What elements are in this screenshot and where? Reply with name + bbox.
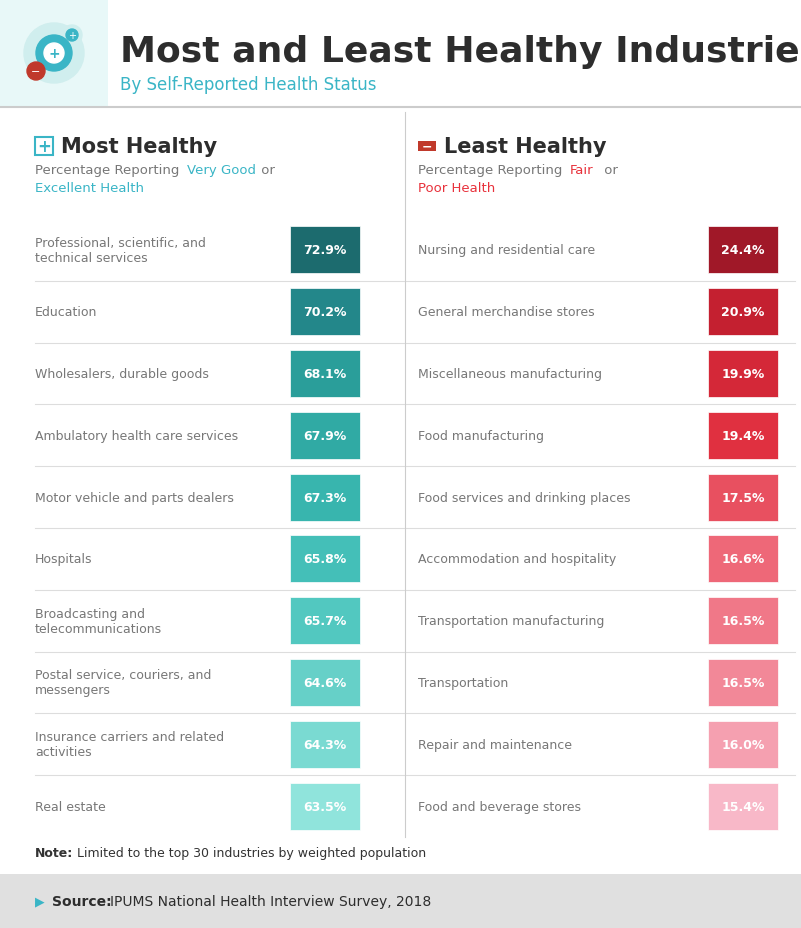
Text: or: or [257, 163, 275, 176]
Text: −: − [422, 140, 433, 153]
Bar [418, 142, 436, 152]
Text: Most and Least Healthy Industries: Most and Least Healthy Industries [120, 35, 801, 69]
Bar [708, 721, 778, 768]
Text: 16.5%: 16.5% [722, 677, 765, 690]
Text: 67.3%: 67.3% [304, 491, 347, 504]
Text: ▶: ▶ [35, 895, 45, 908]
Text: 16.6%: 16.6% [722, 553, 765, 566]
Text: 64.6%: 64.6% [304, 677, 347, 690]
Text: IPUMS National Health Interview Survey, 2018: IPUMS National Health Interview Survey, … [110, 894, 431, 908]
Text: General merchandise stores: General merchandise stores [418, 306, 594, 319]
Text: +: + [68, 31, 76, 41]
Bar [708, 289, 778, 336]
Text: Note:: Note: [35, 846, 73, 859]
Text: Poor Health: Poor Health [418, 181, 495, 194]
Text: 65.7%: 65.7% [304, 614, 347, 627]
Text: Insurance carriers and related
activities: Insurance carriers and related activitie… [35, 730, 224, 758]
Text: Miscellaneous manufacturing: Miscellaneous manufacturing [418, 367, 602, 380]
Text: −: − [31, 67, 41, 77]
Text: Accommodation and hospitality: Accommodation and hospitality [418, 553, 616, 566]
Text: By Self-Reported Health Status: By Self-Reported Health Status [120, 76, 376, 94]
Text: 64.3%: 64.3% [304, 738, 347, 751]
Bar [290, 227, 360, 274]
Text: Most Healthy: Most Healthy [61, 136, 217, 157]
Circle shape [66, 30, 78, 42]
Text: Hospitals: Hospitals [35, 553, 92, 566]
Text: Broadcasting and
telecommunications: Broadcasting and telecommunications [35, 607, 162, 635]
Text: Professional, scientific, and
technical services: Professional, scientific, and technical … [35, 237, 206, 264]
Text: +: + [37, 138, 51, 156]
Text: Repair and maintenance: Repair and maintenance [418, 738, 572, 751]
Text: 65.8%: 65.8% [304, 553, 347, 566]
Bar [708, 659, 778, 706]
Bar [708, 474, 778, 521]
Bar [0, 874, 801, 928]
Bar [708, 227, 778, 274]
Text: Ambulatory health care services: Ambulatory health care services [35, 430, 238, 443]
Bar [708, 412, 778, 459]
Text: Percentage Reporting: Percentage Reporting [35, 163, 183, 176]
Text: 72.9%: 72.9% [304, 244, 347, 257]
Text: Food manufacturing: Food manufacturing [418, 430, 544, 443]
Text: Fair: Fair [570, 163, 594, 176]
Bar [290, 659, 360, 706]
Text: 15.4%: 15.4% [721, 800, 765, 813]
Text: or: or [600, 163, 618, 176]
Text: Percentage Reporting: Percentage Reporting [418, 163, 566, 176]
Text: 24.4%: 24.4% [721, 244, 765, 257]
Text: Real estate: Real estate [35, 800, 106, 813]
Text: Least Healthy: Least Healthy [444, 136, 606, 157]
Text: 19.4%: 19.4% [722, 430, 765, 443]
Text: Source:: Source: [52, 894, 111, 908]
Bar [708, 598, 778, 644]
Bar [708, 351, 778, 397]
Bar [290, 474, 360, 521]
Text: Wholesalers, durable goods: Wholesalers, durable goods [35, 367, 209, 380]
Bar [290, 721, 360, 768]
Text: 68.1%: 68.1% [304, 367, 347, 380]
Text: Motor vehicle and parts dealers: Motor vehicle and parts dealers [35, 491, 234, 504]
Text: 20.9%: 20.9% [722, 306, 765, 319]
Circle shape [44, 44, 64, 64]
Text: 16.0%: 16.0% [722, 738, 765, 751]
Circle shape [62, 26, 82, 46]
Text: Excellent Health: Excellent Health [35, 181, 144, 194]
Text: 70.2%: 70.2% [304, 306, 347, 319]
Bar [708, 783, 778, 830]
Bar [0, 0, 108, 108]
Text: Transportation: Transportation [418, 677, 509, 690]
Text: 16.5%: 16.5% [722, 614, 765, 627]
Bar [290, 598, 360, 644]
Circle shape [24, 24, 84, 84]
Circle shape [27, 63, 45, 81]
Text: Nursing and residential care: Nursing and residential care [418, 244, 595, 257]
Text: 67.9%: 67.9% [304, 430, 347, 443]
Text: 19.9%: 19.9% [722, 367, 765, 380]
Text: Postal service, couriers, and
messengers: Postal service, couriers, and messengers [35, 669, 211, 697]
Text: Food services and drinking places: Food services and drinking places [418, 491, 630, 504]
Text: Limited to the top 30 industries by weighted population: Limited to the top 30 industries by weig… [77, 846, 426, 859]
Bar [290, 783, 360, 830]
Circle shape [36, 36, 72, 72]
Bar [35, 138, 53, 156]
Text: Transportation manufacturing: Transportation manufacturing [418, 614, 605, 627]
Bar [290, 351, 360, 397]
Text: Food and beverage stores: Food and beverage stores [418, 800, 581, 813]
Bar [290, 289, 360, 336]
Text: +: + [48, 47, 60, 61]
Bar [290, 535, 360, 583]
Bar [708, 535, 778, 583]
Text: 63.5%: 63.5% [304, 800, 347, 813]
Bar [290, 412, 360, 459]
Text: Very Good: Very Good [187, 163, 256, 176]
Text: Education: Education [35, 306, 98, 319]
Text: 17.5%: 17.5% [721, 491, 765, 504]
